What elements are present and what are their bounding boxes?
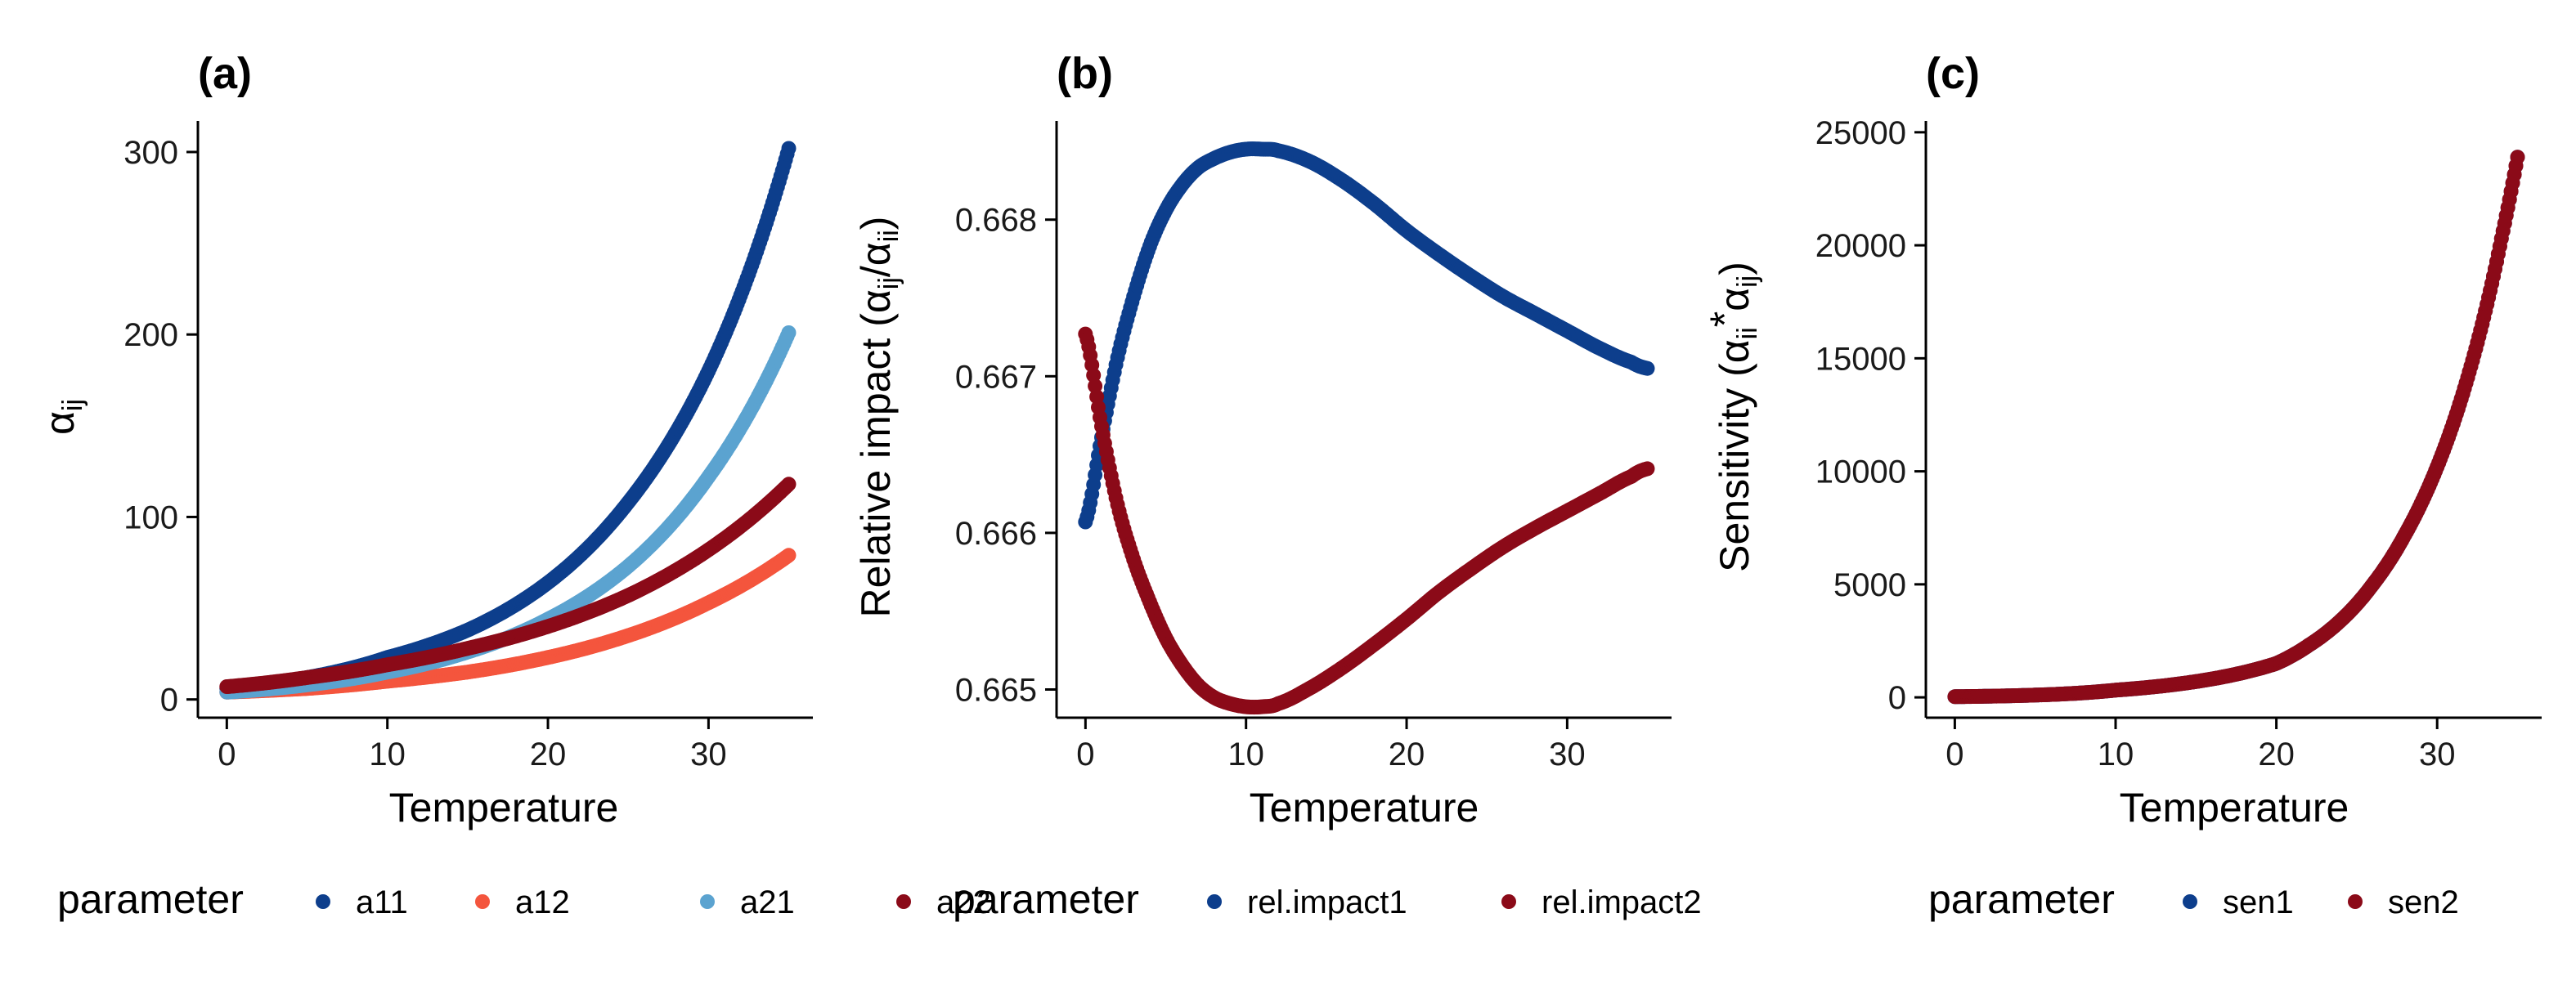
legend-key-sen2 (2348, 894, 2363, 909)
panel-b-ytick-label: 0.666 (955, 516, 1037, 552)
panel-c-ytick-label: 0 (1888, 680, 1906, 716)
point-rel-impact1 (1640, 360, 1655, 376)
panel-c-xtick-label: 0 (1945, 737, 1963, 772)
legend-key-a22 (896, 894, 911, 909)
panel-a-ytick-label: 200 (123, 317, 178, 353)
series-rel-impact2 (1078, 326, 1655, 715)
panel-c-xtick-label: 30 (2419, 737, 2456, 772)
series-a22 (219, 477, 797, 694)
panel-b: (b) 0.665 0.666 0.667 0.668 0 10 20 30 Tempera… (853, 49, 1672, 831)
panel-a-xtick-label: 10 (369, 737, 406, 772)
legend-b: parameter rel.impact1 rel.impact2 (953, 876, 1702, 922)
panel-b-xtick-label: 30 (1549, 737, 1586, 772)
panel-a-ytick-label: 0 (160, 683, 178, 719)
legend-label-a21: a21 (740, 884, 795, 920)
panel-a-xtick-label: 0 (218, 737, 236, 772)
legend-label-rel-impact1: rel.impact1 (1247, 884, 1407, 920)
panel-a-y-title-sub: ij (57, 399, 88, 411)
panel-b-label: (b) (1057, 49, 1113, 98)
legend-title: parameter (953, 876, 1139, 922)
panel-b-xtick-label: 0 (1076, 737, 1094, 772)
panel-b-y-title: Relative impact (αij/αii) (853, 217, 904, 618)
point-a11 (781, 141, 797, 156)
panel-c-ytick-label: 20000 (1815, 228, 1906, 264)
legend-key-sen1 (2183, 894, 2197, 909)
panel-a: (a) 0 100 200 300 0 10 20 30 Temperature αij (37, 49, 813, 831)
point-rel-impact2 (1640, 461, 1655, 477)
legend-key-a12 (475, 894, 490, 909)
panel-b-ytick-label: 0.667 (955, 359, 1037, 395)
legend-a: parameter a11 a12 a21 a22 (57, 876, 991, 922)
panel-b-ytick-label: 0.668 (955, 203, 1037, 239)
panel-c-y-title: Sensitivity (αii*αij) (1702, 262, 1763, 572)
panel-c-ytick-label: 15000 (1815, 341, 1906, 377)
legend-key-a11 (316, 894, 330, 909)
legend-key-rel-impact1 (1207, 894, 1222, 909)
panel-c-xtick-label: 10 (2098, 737, 2134, 772)
panel-b-xtick-label: 20 (1389, 737, 1425, 772)
panel-a-xtick-label: 20 (530, 737, 567, 772)
panel-a-xtick-label: 30 (690, 737, 727, 772)
panel-a-label: (a) (198, 49, 252, 98)
panel-c-ytick-label: 5000 (1833, 567, 1906, 603)
panel-c-label: (c) (1926, 49, 1980, 98)
panel-c-ytick-label: 25000 (1815, 115, 1906, 151)
panel-b-xtick-label: 10 (1227, 737, 1264, 772)
panel-c-xtick-label: 20 (2258, 737, 2295, 772)
point-rel-impact2 (1088, 378, 1103, 394)
point-sen2 (2510, 150, 2525, 165)
panel-b-x-title: Temperature (1250, 785, 1479, 831)
point-a12 (781, 548, 797, 563)
panel-a-y-title-base: α (37, 411, 83, 435)
legend-label-sen1: sen1 (2223, 884, 2294, 920)
panel-c-x-title: Temperature (2120, 785, 2349, 831)
legend-title: parameter (1928, 876, 2115, 922)
series-rel-impact1 (1078, 141, 1655, 530)
legend-key-rel-impact2 (1501, 894, 1516, 909)
point-a22 (781, 477, 797, 492)
legend-label-a12: a12 (515, 884, 570, 920)
panel-a-y-title: αij (37, 399, 88, 435)
legend-key-a21 (700, 894, 715, 909)
series-a11 (219, 141, 797, 696)
panel-c-ytick-label: 10000 (1815, 454, 1906, 490)
point-a21 (781, 325, 797, 340)
legend-title: parameter (57, 876, 244, 922)
panel-a-x-title: Temperature (389, 785, 619, 831)
legend-c: parameter sen1 sen2 (1928, 876, 2459, 922)
panel-c: (c) 0 5000 10000 15000 20000 25000 0 10 20 30 Te… (1702, 49, 2542, 831)
legend-label-rel-impact2: rel.impact2 (1542, 884, 1702, 920)
panel-b-ytick-label: 0.665 (955, 673, 1037, 709)
legend-label-a11: a11 (356, 884, 408, 920)
legend-label-a22: a22 (936, 884, 991, 920)
series-sen2 (1947, 150, 2525, 705)
series-sen1 (1947, 150, 2525, 705)
legend-label-sen2: sen2 (2388, 884, 2459, 920)
panel-a-ytick-label: 100 (123, 499, 178, 535)
panel-a-ytick-label: 300 (123, 135, 178, 171)
